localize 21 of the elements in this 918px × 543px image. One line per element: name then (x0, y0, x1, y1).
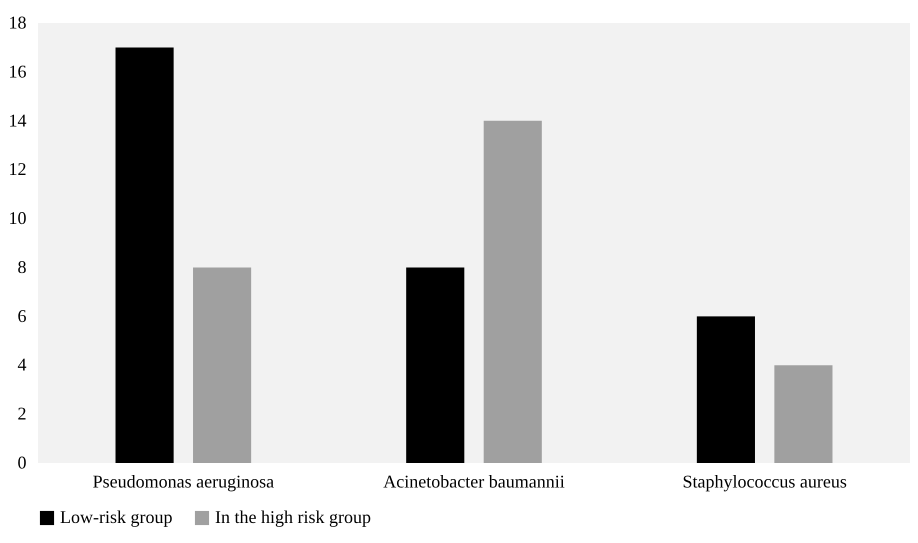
y-tick-label: 14 (8, 110, 26, 130)
y-tick-label: 2 (18, 404, 26, 424)
y-tick-label: 6 (18, 306, 26, 326)
bar (774, 365, 832, 463)
x-tick-label: Acinetobacter baumannii (383, 472, 565, 492)
legend-label: Low-risk group (60, 507, 172, 527)
bar (696, 316, 755, 463)
bar (116, 47, 174, 463)
legend-label: In the high risk group (215, 507, 371, 527)
y-tick-label: 18 (8, 12, 26, 32)
bar (406, 267, 464, 463)
y-tick-label: 10 (8, 208, 26, 228)
bar (193, 267, 252, 463)
y-tick-label: 12 (8, 159, 26, 180)
x-tick-label: Staphylococcus aureus (682, 472, 847, 492)
y-tick-label: 16 (8, 61, 26, 82)
y-tick-label: 0 (18, 452, 26, 472)
bar (484, 120, 542, 463)
x-tick-label: Pseudomonas aeruginosa (92, 472, 274, 492)
y-tick-label: 4 (18, 354, 26, 375)
y-tick-label: 8 (18, 256, 26, 277)
